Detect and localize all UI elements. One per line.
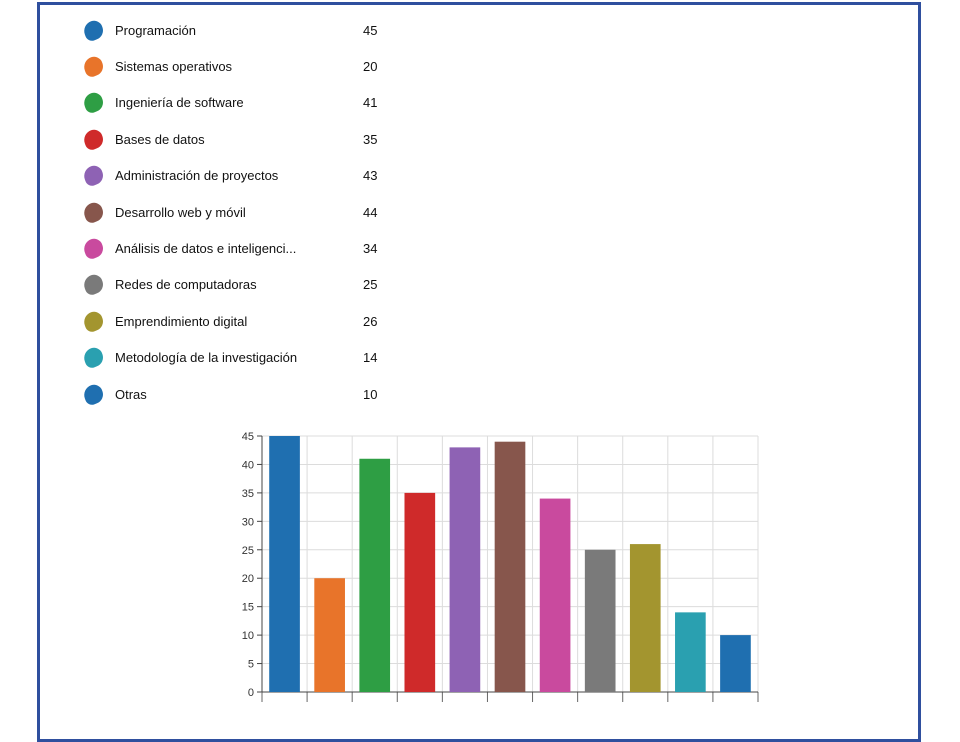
legend-count: 44 — [363, 204, 378, 220]
legend-label: Desarrollo web y móvil — [115, 204, 246, 220]
bar — [314, 578, 345, 692]
legend-count: 34 — [363, 241, 378, 257]
legend-label: Bases de datos — [115, 131, 205, 147]
legend-count: 35 — [363, 131, 378, 147]
legend-label: Sistemas operativos — [115, 59, 233, 75]
legend-count: 43 — [363, 168, 378, 184]
legend-item: Metodología de la investigación 14 — [80, 340, 400, 376]
legend-item: Administración de proyectos 43 — [80, 158, 400, 194]
y-tick-label: 45 — [242, 431, 254, 443]
bar — [675, 612, 706, 692]
legend-item: Otras 10 — [80, 376, 400, 412]
legend-count: 26 — [363, 313, 378, 329]
legend-count: 14 — [363, 350, 378, 366]
legend-label: Análisis de datos e inteligenci... — [115, 241, 297, 257]
bar — [629, 544, 661, 692]
legend-label: Programación — [115, 22, 196, 38]
y-tick-label: 30 — [242, 516, 254, 528]
legend-item: Programación 45 — [80, 12, 400, 48]
y-tick-label: 15 — [242, 602, 254, 614]
bar-chart: 0 5 10 15 20 25 30 35 40 45 — [242, 431, 759, 702]
y-tick-label: 0 — [248, 687, 254, 699]
bar — [494, 441, 526, 692]
bar — [720, 635, 751, 692]
legend-item: Análisis de datos e inteligenci... 34 — [80, 230, 400, 266]
bar — [449, 447, 481, 692]
bar — [539, 498, 571, 692]
y-tick-label: 5 — [248, 659, 254, 671]
legend-item: Emprendimiento digital 26 — [80, 303, 400, 339]
y-tick-label: 20 — [242, 573, 254, 585]
legend: Programación 45 Sistemas operativos 20 Ingen… — [80, 12, 400, 412]
legend-item: Redes de computadoras 25 — [80, 267, 400, 303]
bar — [269, 436, 300, 692]
legend-label: Emprendimiento digital — [115, 313, 248, 329]
legend-label: Metodología de la investigación — [115, 350, 298, 366]
y-tick-label: 25 — [242, 545, 254, 557]
y-tick-label: 35 — [242, 488, 254, 500]
bar — [404, 492, 436, 692]
legend-count: 45 — [363, 22, 378, 38]
y-tick-label: 40 — [242, 459, 254, 471]
legend-label: Redes de computadoras — [115, 277, 257, 293]
legend-label: Administración de proyectos — [115, 168, 279, 184]
legend-label: Otras — [115, 386, 147, 402]
legend-count: 20 — [363, 59, 378, 75]
bar — [584, 549, 616, 692]
legend-item: Sistemas operativos 20 — [80, 48, 400, 84]
legend-label: Ingeniería de software — [115, 95, 244, 111]
legend-count: 25 — [363, 277, 378, 293]
bar — [359, 458, 391, 692]
legend-count: 10 — [363, 386, 378, 402]
legend-item: Desarrollo web y móvil 44 — [80, 194, 400, 230]
y-tick-label: 10 — [242, 630, 254, 642]
legend-item: Ingeniería de software 41 — [80, 85, 400, 121]
legend-count: 41 — [363, 95, 378, 111]
legend-item: Bases de datos 35 — [80, 121, 400, 157]
